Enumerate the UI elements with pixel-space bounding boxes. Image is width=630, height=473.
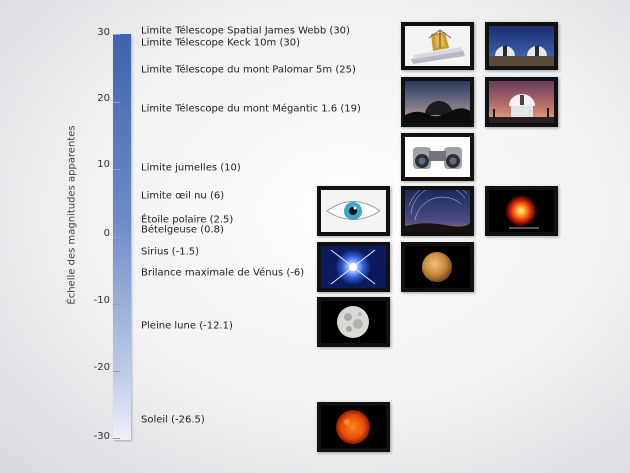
label-james-webb: Limite Télescope Spatial James Webb (30)	[141, 25, 350, 37]
human-eye-icon	[321, 190, 386, 232]
tick-label: 30	[97, 26, 110, 38]
tick-line	[113, 169, 120, 170]
keck-observatory-photo	[485, 22, 558, 70]
observatory-dome-icon	[489, 81, 554, 123]
eye-photo	[317, 186, 390, 236]
label-full-moon: Pleine lune (-12.1)	[141, 320, 233, 332]
planet-venus-icon	[405, 246, 470, 288]
tick-line	[113, 304, 120, 305]
tick-line	[113, 237, 120, 238]
tick-line	[113, 438, 120, 439]
observatory-sunset-icon	[405, 81, 470, 123]
sun-icon	[321, 406, 386, 448]
label-sun: Soleil (-26.5)	[141, 414, 205, 426]
tick-label: 10	[97, 158, 110, 170]
megantic-observatory-photo	[485, 77, 558, 127]
label-palomar: Limite Télescope du mont Palomar 5m (25)	[141, 64, 356, 76]
label-venus: Brilance maximale de Vénus (-6)	[141, 267, 305, 279]
telescope-spacecraft-icon	[405, 26, 470, 66]
binoculars-photo	[401, 133, 474, 181]
tick-line	[113, 34, 120, 35]
label-sirius: Sirius (-1.5)	[141, 246, 200, 258]
red-star-icon	[489, 190, 554, 232]
sirius-photo	[317, 242, 390, 292]
polaris-star-trails-photo	[401, 186, 474, 236]
axis-title: Échelle des magnitudes apparentes	[66, 125, 78, 305]
binoculars-icon	[405, 137, 470, 177]
star-trails-icon	[405, 190, 470, 232]
james-webb-telescope-photo	[401, 22, 474, 70]
observatory-domes-icon	[489, 26, 554, 66]
label-naked-eye: Limite œil nu (6)	[141, 190, 225, 202]
label-megantic: Limite Télescope du mont Mégantic 1.6 (1…	[141, 103, 361, 115]
palomar-observatory-photo	[401, 77, 474, 127]
label-keck: Limite Télescope Keck 10m (30)	[141, 37, 300, 49]
bright-star-icon	[321, 246, 386, 288]
betelgeuse-photo	[485, 186, 558, 236]
tick-line	[113, 102, 120, 103]
tick-label: -30	[93, 430, 110, 442]
label-polaris: Étoile polaire (2.5)	[141, 214, 234, 226]
venus-photo	[401, 242, 474, 292]
full-moon-photo	[317, 297, 390, 347]
sun-photo	[317, 402, 390, 452]
moon-icon	[321, 301, 386, 343]
tick-label: -20	[93, 361, 110, 373]
label-betelgeuse: Bételgeuse (0.8)	[141, 224, 224, 236]
tick-line	[113, 371, 120, 372]
tick-label: -10	[93, 294, 110, 306]
magnitude-bar	[113, 34, 131, 440]
tick-label: 0	[103, 227, 110, 239]
tick-label: 20	[97, 92, 110, 104]
label-binoculars: Limite jumelles (10)	[141, 162, 241, 174]
